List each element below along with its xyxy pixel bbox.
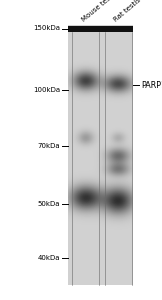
- Text: 150kDa: 150kDa: [33, 26, 60, 32]
- Text: 70kDa: 70kDa: [37, 142, 60, 148]
- Text: 50kDa: 50kDa: [37, 201, 60, 207]
- Text: 40kDa: 40kDa: [37, 255, 60, 261]
- Text: 100kDa: 100kDa: [33, 87, 60, 93]
- Bar: [68, 26, 133, 32]
- Text: PARP1: PARP1: [141, 81, 162, 90]
- Text: Rat testis: Rat testis: [113, 0, 142, 22]
- Text: Mouse testis: Mouse testis: [80, 0, 118, 22]
